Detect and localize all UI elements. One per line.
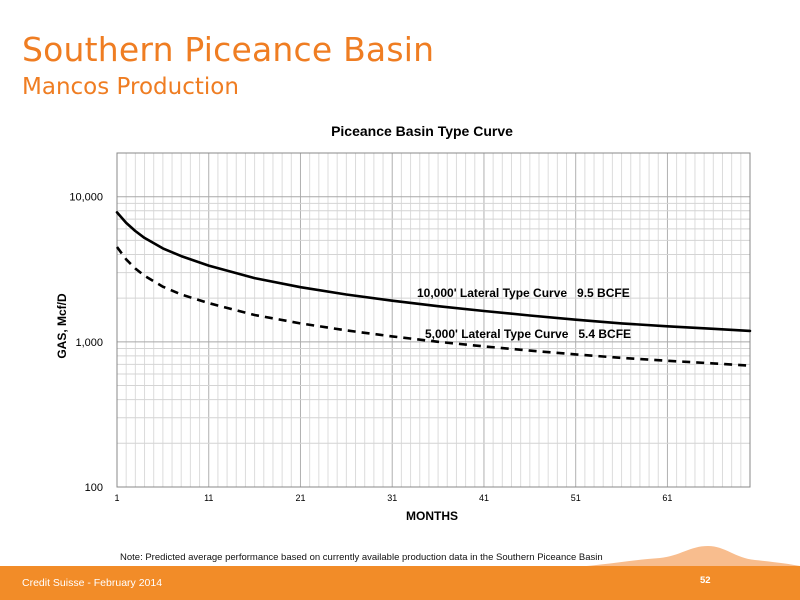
slide-title: Southern Piceance Basin (22, 30, 435, 69)
footer-bar: Credit Suisse - February 2014 52 (0, 566, 800, 600)
mountain-logo-shape (560, 546, 800, 570)
x-tick-label: 51 (571, 493, 581, 503)
y-tick-label: 1,000 (75, 337, 103, 349)
x-tick-label: 11 (204, 493, 213, 503)
x-tick-label: 1 (114, 493, 119, 503)
x-tick-label: 41 (479, 493, 489, 503)
chart-title: Piceance Basin Type Curve (331, 123, 513, 139)
plot-frame (116, 152, 751, 488)
x-tick-label: 21 (295, 493, 305, 503)
x-tick-label: 31 (387, 493, 397, 503)
series-line-10000-lateral (115, 211, 752, 333)
slide-subtitle: Mancos Production (22, 74, 239, 100)
x-axis-label: MONTHS (406, 509, 458, 523)
y-tick-label: 100 (85, 482, 103, 494)
footer-source: Credit Suisse - February 2014 (22, 577, 163, 589)
series-label-10000-lateral: 10,000' Lateral Type Curve 9.5 BCFE (417, 286, 630, 300)
y-tick-label: 10,000 (69, 192, 103, 204)
chart-grid (116, 152, 751, 488)
y-axis-label: GAS, Mcf/D (55, 293, 69, 359)
page-number: 52 (700, 575, 711, 586)
chart-series (115, 211, 752, 367)
x-tick-label: 61 (662, 493, 672, 503)
series-label-5000-lateral: 5,000' Lateral Type Curve 5.4 BCFE (425, 327, 631, 341)
footnote: Note: Predicted average performance base… (120, 552, 603, 563)
